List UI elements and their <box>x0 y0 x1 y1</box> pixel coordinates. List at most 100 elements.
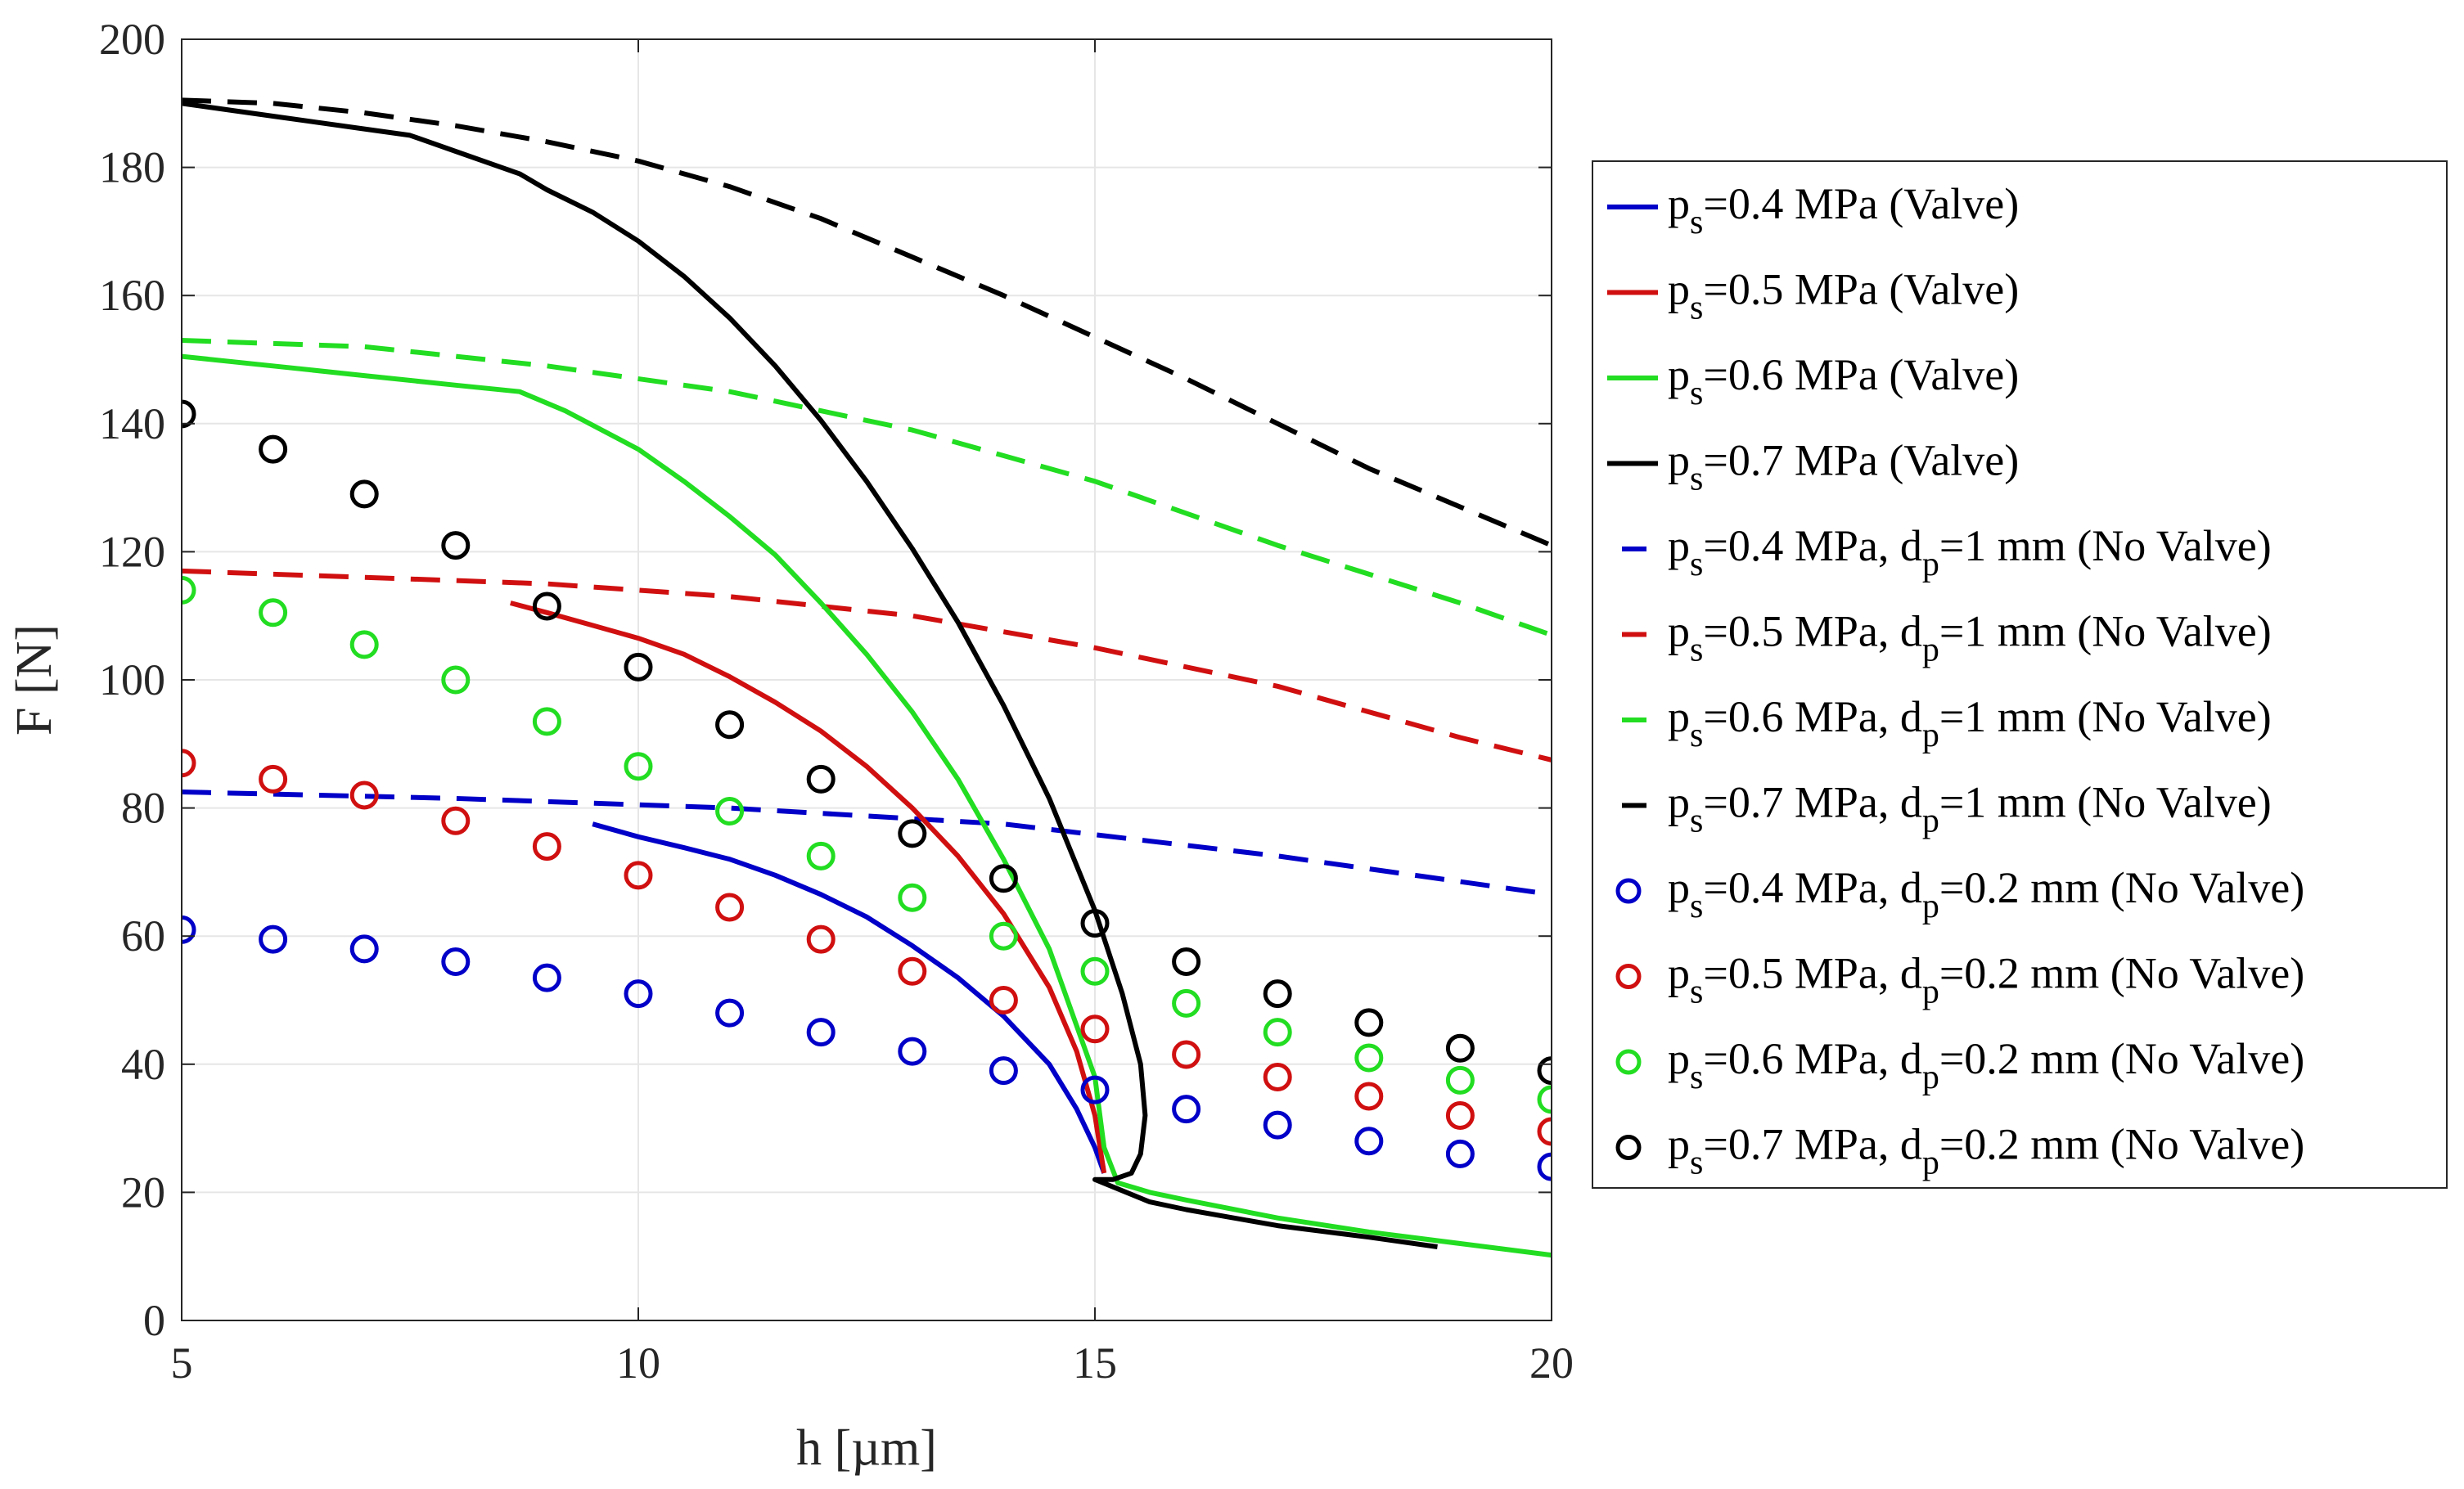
legend-entry: ps=0.5 MPa, dp=1 mm (No Valve) <box>1622 607 2272 669</box>
data-point <box>898 819 927 848</box>
legend: ps=0.4 MPa (Valve) ps=0.5 MPa (Valve) ps=0… <box>1592 160 2448 1189</box>
legend-label: ps=0.6 MPa, dp=0.2 mm (No Valve) <box>1668 1034 2304 1096</box>
legend-label: ps=0.4 MPa (Valve) <box>1668 179 2019 241</box>
legend-entry: ps=0.6 MPa (Valve) <box>1607 350 2019 412</box>
data-point <box>1080 956 1110 986</box>
legend-label: ps=0.5 MPa, dp=0.2 mm (No Valve) <box>1668 949 2304 1011</box>
series-10-markers <box>182 575 1552 1114</box>
y-tick-label: 60 <box>121 911 165 960</box>
series-6-line <box>182 338 1552 638</box>
legend-entry: ps=0.6 MPa, dp=0.2 mm (No Valve) <box>1615 1034 2304 1096</box>
data-point <box>898 956 927 986</box>
data-point <box>349 934 379 964</box>
data-point <box>1263 979 1292 1009</box>
data-point <box>715 710 745 740</box>
data-point <box>624 752 653 781</box>
series-11-markers <box>182 399 1552 1086</box>
data-point <box>715 797 745 826</box>
data-point <box>182 399 196 429</box>
y-tick-label: 80 <box>121 784 165 833</box>
legend-entry: ps=0.7 MPa (Valve) <box>1607 436 2019 498</box>
data-point <box>1445 1139 1475 1168</box>
data-point <box>1172 1095 1201 1124</box>
data-point <box>898 883 927 912</box>
y-tick-label: 100 <box>99 655 165 704</box>
legend-label: ps=0.4 MPa, dp=1 mm (No Valve) <box>1668 521 2272 583</box>
data-point <box>532 707 561 736</box>
data-point <box>182 749 196 778</box>
data-point <box>624 861 653 890</box>
data-point <box>1080 1075 1110 1104</box>
y-tick-label: 0 <box>143 1296 165 1345</box>
data-point <box>1354 1082 1384 1111</box>
y-tick-label: 140 <box>99 399 165 448</box>
legend-label: ps=0.5 MPa (Valve) <box>1668 265 2019 327</box>
data-point <box>1354 1008 1384 1037</box>
legend-entry: ps=0.6 MPa, dp=1 mm (No Valve) <box>1622 692 2272 754</box>
legend-box <box>1592 160 2448 1189</box>
legend-label: ps=0.6 MPa (Valve) <box>1668 350 2019 412</box>
legend-label: ps=0.4 MPa, dp=0.2 mm (No Valve) <box>1668 863 2304 925</box>
data-point <box>715 998 745 1028</box>
data-point <box>532 832 561 861</box>
data-point <box>441 806 471 835</box>
legend-label: ps=0.5 MPa, dp=1 mm (No Valve) <box>1668 607 2272 669</box>
data-point <box>1172 947 1201 977</box>
data-point <box>182 915 196 944</box>
legend-entry: ps=0.4 MPa, dp=0.2 mm (No Valve) <box>1615 863 2304 925</box>
data-point <box>532 592 561 621</box>
legend-entry: ps=0.5 MPa, dp=0.2 mm (No Valve) <box>1615 949 2304 1011</box>
series-0-line <box>592 821 1107 1174</box>
series-9-markers <box>182 749 1552 1146</box>
y-tick-label: 180 <box>99 143 165 192</box>
y-tick-label: 160 <box>99 271 165 320</box>
data-point <box>989 986 1018 1014</box>
data-point <box>1354 1127 1384 1156</box>
data-point <box>1263 1018 1292 1047</box>
series-5-line <box>182 568 1552 762</box>
data-point <box>1354 1043 1384 1073</box>
data-point <box>989 864 1018 893</box>
data-point <box>989 921 1018 951</box>
series-7-line <box>182 97 1552 548</box>
data-point <box>441 665 471 695</box>
data-point <box>624 652 653 682</box>
y-tick-label: 120 <box>99 527 165 576</box>
x-tick-label: 15 <box>1073 1338 1117 1388</box>
legend-label: ps=0.7 MPa (Valve) <box>1668 436 2019 498</box>
data-point <box>1445 1065 1475 1095</box>
data-point <box>715 893 745 922</box>
x-tick-label: 20 <box>1529 1338 1574 1388</box>
legend-entry: ps=0.4 MPa (Valve) <box>1607 179 2019 241</box>
data-point <box>624 979 653 1009</box>
data-point <box>806 1018 836 1047</box>
data-point <box>989 1056 1018 1086</box>
data-point <box>1445 1033 1475 1063</box>
y-tick-label: 200 <box>99 15 165 64</box>
data-point <box>1445 1100 1475 1130</box>
series-3-line <box>182 101 1438 1249</box>
data-point <box>441 947 471 977</box>
series-layer <box>182 97 1552 1258</box>
data-point <box>1537 1152 1552 1181</box>
data-point <box>806 924 836 954</box>
data-point <box>259 434 288 464</box>
data-point <box>1080 1014 1110 1044</box>
data-point <box>1172 1040 1201 1069</box>
series-2-line <box>182 353 1552 1258</box>
legend-label: ps=0.6 MPa, dp=1 mm (No Valve) <box>1668 692 2272 754</box>
legend-entry: ps=0.7 MPa, dp=1 mm (No Valve) <box>1622 778 2272 840</box>
data-point <box>1172 988 1201 1018</box>
data-point <box>349 780 379 810</box>
data-point <box>1537 1085 1552 1114</box>
legend-marker <box>1615 1135 1642 1160</box>
legend-marker <box>1615 1049 1642 1075</box>
data-point <box>1080 909 1110 938</box>
data-point <box>349 479 379 509</box>
data-point <box>1537 1117 1552 1146</box>
legend-marker <box>1615 878 1642 904</box>
data-point <box>259 598 288 628</box>
legend-label: ps=0.7 MPa, dp=1 mm (No Valve) <box>1668 778 2272 840</box>
